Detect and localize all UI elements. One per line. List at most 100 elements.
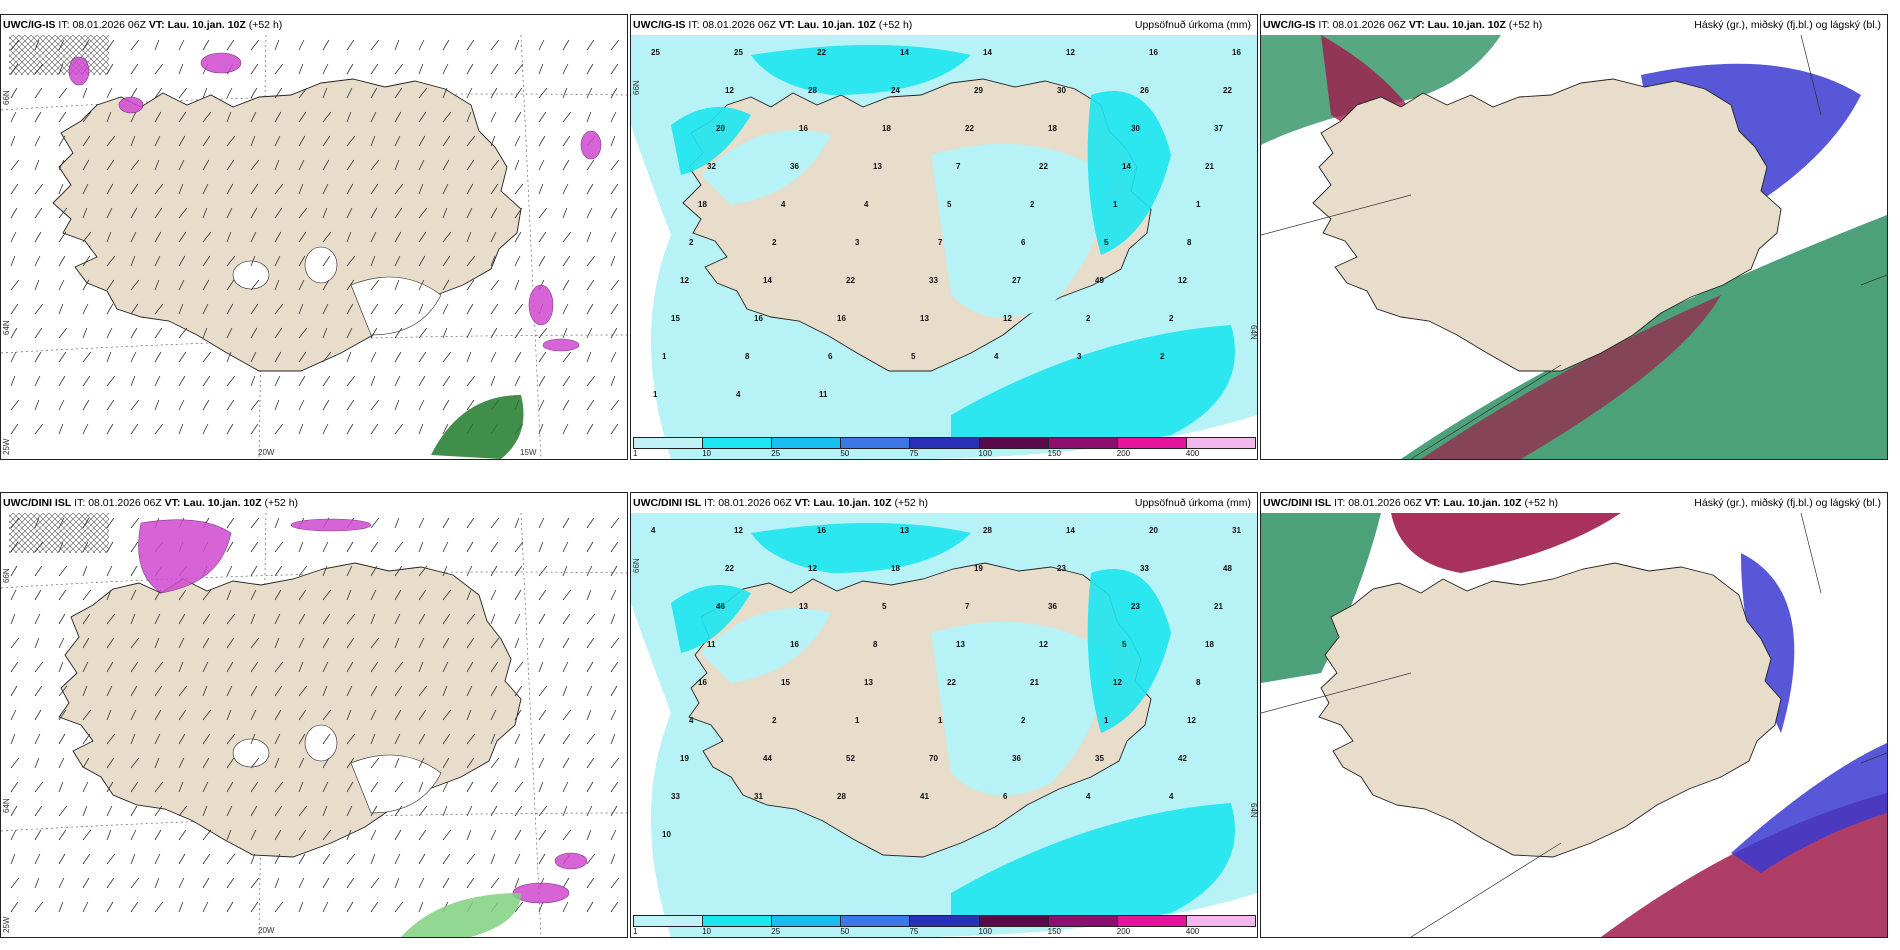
wind-barb — [82, 351, 92, 363]
mid-cloud — [1391, 513, 1621, 573]
wind-barb — [130, 327, 138, 339]
wind-barb — [370, 303, 379, 315]
wind-barb — [562, 781, 569, 793]
wind-barb — [442, 805, 448, 817]
wind-barb — [466, 781, 474, 793]
wind-barb — [538, 517, 545, 529]
valid-time: Lau. 10.jan. 10Z — [1443, 497, 1522, 509]
wind-barb — [58, 255, 66, 267]
wind-barb — [106, 399, 115, 411]
wind-barb — [154, 613, 161, 625]
wind-barb — [562, 517, 570, 529]
wind-barb — [586, 853, 596, 865]
wind-barb — [298, 661, 304, 673]
colorbar-cell — [1185, 915, 1256, 927]
issue-label: IT: — [1318, 19, 1330, 31]
precip-blob — [118, 96, 144, 114]
precip-value: 1 — [855, 716, 860, 725]
precip-blob — [68, 56, 90, 86]
colorbar-cell — [1047, 437, 1118, 449]
wind-barb — [178, 853, 186, 865]
precip-value: 1 — [653, 390, 658, 399]
wind-barb — [58, 613, 66, 625]
boundary-lines — [1261, 35, 1887, 459]
wind-barb — [274, 781, 284, 793]
wind-barb — [370, 111, 377, 123]
wind-barb — [586, 111, 592, 123]
wind-barb — [610, 733, 616, 745]
wind-barb — [10, 423, 19, 435]
wind-barb — [562, 829, 572, 841]
wind-barb — [226, 231, 232, 243]
wind-barb — [490, 589, 497, 601]
wind-barb — [106, 805, 113, 817]
wind-barb — [322, 327, 328, 339]
issue-label: IT: — [688, 19, 700, 31]
panel-header: UWC/IG-IS IT: 08.01.2026 06Z VT: Lau. 10… — [1, 15, 627, 35]
precip-value: 28 — [808, 86, 817, 95]
axis-label: 25W — [2, 916, 11, 933]
colorbar-cell — [978, 437, 1049, 449]
wind-barb — [418, 661, 424, 673]
wind-barb — [418, 517, 425, 529]
wind-barb — [394, 159, 400, 171]
wind-barb — [274, 901, 284, 913]
wind-barb — [178, 709, 187, 721]
wind-barb — [346, 135, 356, 147]
wind-barb — [130, 589, 137, 601]
wind-barb — [370, 781, 379, 793]
wind-barb — [226, 637, 235, 649]
precip-value: 16 — [698, 678, 707, 687]
wind-barb — [322, 685, 328, 697]
precip-blob — [290, 518, 372, 532]
wind-barb — [466, 685, 473, 697]
wind-barb — [34, 829, 42, 841]
wind-barb — [250, 781, 259, 793]
precip-value: 23 — [1131, 602, 1140, 611]
wind-barb — [82, 375, 91, 387]
wind-barb — [58, 159, 65, 171]
wind-barb — [298, 39, 305, 51]
wind-barb — [202, 805, 208, 817]
wind-barb — [82, 135, 91, 147]
field-title: Uppsöfnuð úrkoma (mm) — [1134, 497, 1251, 509]
wind-barb — [226, 613, 236, 625]
wind-barb — [274, 351, 282, 363]
wind-barb — [178, 613, 186, 625]
wind-barb — [562, 805, 568, 817]
wind-barb — [106, 685, 113, 697]
wind-barb — [562, 399, 570, 411]
wind-barb — [466, 375, 476, 387]
issue-time: 08.01.2026 06Z — [72, 19, 146, 31]
wind-barb — [298, 565, 308, 577]
wind-barb — [130, 565, 138, 577]
precip-value: 3 — [855, 238, 860, 247]
wind-barb — [298, 613, 306, 625]
wind-barb — [418, 207, 428, 219]
wind-barb — [346, 541, 354, 553]
valid-time: Lau. 10.jan. 10Z — [167, 19, 246, 31]
wind-barb — [322, 829, 332, 841]
precip-area — [951, 325, 1235, 449]
wind-barb — [514, 183, 524, 195]
wind-barb — [538, 733, 546, 745]
wind-barb — [10, 303, 19, 315]
precip-value: 13 — [864, 678, 873, 687]
wind-barb — [58, 709, 67, 721]
wind-barb — [178, 111, 187, 123]
wind-barb — [418, 589, 427, 601]
wind-barb — [298, 303, 304, 315]
wind-barb — [562, 351, 572, 363]
colorbar-cell — [702, 915, 773, 927]
wind-barb — [514, 63, 524, 75]
wind-barb — [274, 39, 280, 51]
wind-barb — [274, 685, 283, 697]
wind-barb — [58, 853, 66, 865]
wind-barb — [442, 351, 452, 363]
wind-barb — [466, 757, 475, 769]
wind-barb — [58, 399, 65, 411]
wind-barb — [562, 685, 568, 697]
wind-barb — [178, 877, 185, 889]
wind-barb — [466, 613, 476, 625]
precip-value: 16 — [1149, 48, 1158, 57]
